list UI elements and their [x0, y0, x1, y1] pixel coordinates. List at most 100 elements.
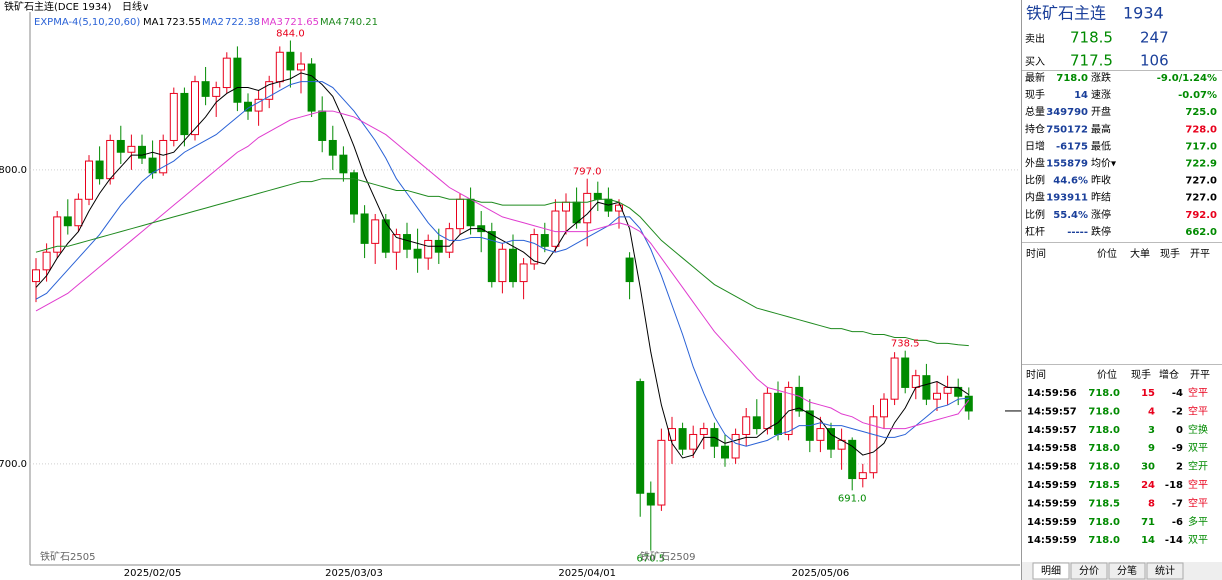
trade-oi: -6 [1172, 517, 1183, 528]
ma-line [35, 72, 970, 459]
trade-oi: -9 [1172, 443, 1183, 454]
tab[interactable] [1032, 562, 1070, 580]
ask-volume: 247 [1140, 29, 1169, 47]
stat-label: 杠杆 [1025, 225, 1045, 238]
ma-line [35, 110, 970, 430]
candle-body [180, 92, 189, 136]
candle-body [551, 210, 560, 247]
trade-oi: -4 [1172, 388, 1183, 399]
candle-body [816, 428, 825, 441]
tab-label[interactable]: 分价 [1079, 565, 1099, 577]
stat-label: 持仓 [1025, 122, 1045, 135]
candle-body [201, 81, 210, 97]
tab-label[interactable]: 分笔 [1117, 564, 1137, 577]
column-header: 时间 [1026, 247, 1046, 260]
candle-body [827, 428, 835, 450]
candle-body [159, 139, 168, 174]
price-annotation: 797.0 [573, 167, 602, 178]
bid-label: 买入 [1025, 56, 1045, 68]
tab-label[interactable]: 明细 [1041, 564, 1061, 577]
trade-qty: 30 [1141, 462, 1155, 473]
candle-body [625, 257, 634, 283]
trade-price: 718.0 [1088, 535, 1120, 546]
y-tick-label: 800.0 [0, 165, 27, 176]
trade-time: 14:59:59 [1027, 498, 1077, 509]
trade-type: 空平 [1188, 496, 1208, 509]
candle-body [498, 248, 507, 283]
candle-body [466, 198, 475, 227]
ma-line [35, 178, 969, 347]
stat-value: 792.0 [1185, 210, 1217, 221]
candle-body [689, 433, 698, 450]
trade-qty: 71 [1141, 517, 1155, 528]
candle-body [254, 98, 263, 112]
price-annotation: 691.0 [838, 493, 867, 504]
stat-label: 涨停 [1091, 208, 1111, 221]
legend-name: MA2 [202, 17, 224, 28]
candle-body [371, 219, 380, 244]
panel-code: 1934 [1123, 4, 1164, 23]
trade-time: 14:59:59 [1027, 480, 1077, 491]
candle-body [774, 392, 782, 435]
trade-price: 718.0 [1088, 462, 1120, 473]
candle-body [424, 239, 433, 259]
tab[interactable] [1070, 562, 1108, 580]
candle-body [297, 63, 305, 71]
trade-oi: -18 [1165, 480, 1183, 491]
stat-value: 728.0 [1185, 124, 1217, 135]
stat-label: 最新 [1025, 71, 1045, 84]
stat-value: 44.6% [1053, 176, 1088, 187]
stat-value: 193911 [1046, 193, 1088, 204]
candle-body [678, 428, 687, 450]
candle-body [53, 216, 62, 253]
period-selector[interactable]: 日线∨ [122, 0, 149, 13]
candle-body [307, 63, 316, 112]
stat-value: 14 [1074, 90, 1088, 101]
trade-type: 空平 [1188, 404, 1208, 417]
candle-body [456, 198, 464, 230]
candle-body [42, 251, 51, 271]
stat-label: 速涨 [1091, 89, 1111, 101]
trade-price: 718.0 [1088, 517, 1120, 528]
stat-label: 涨跌 [1091, 71, 1111, 84]
stat-label: 比例 [1025, 174, 1045, 187]
legend-name: MA3 [261, 17, 283, 28]
candle-body [519, 263, 528, 283]
trade-price: 718.0 [1088, 388, 1120, 399]
legend-value: 723.55 [166, 17, 201, 28]
tab[interactable] [1146, 562, 1184, 580]
stat-value: -9.0/1.24% [1157, 73, 1217, 84]
candle-body [763, 392, 772, 430]
candle-body [275, 51, 284, 83]
candle-body [328, 139, 337, 156]
column-header: 开平 [1190, 249, 1210, 260]
x-tick-label: 2025/04/01 [558, 568, 616, 579]
candle-body [95, 160, 104, 180]
trade-price: 718.5 [1088, 498, 1120, 509]
candle-body [530, 234, 539, 265]
candle-body [540, 234, 549, 247]
stat-label: 日增 [1025, 139, 1045, 152]
contract-label: 铁矿石2505 [40, 550, 95, 563]
legend-name: MA1 [143, 17, 165, 28]
stat-value: 727.0 [1185, 193, 1217, 204]
candle-body [699, 428, 708, 435]
candle-body [742, 416, 751, 435]
candle-body [615, 204, 623, 212]
tab-label[interactable]: 统计 [1155, 564, 1175, 577]
stat-value: 722.9 [1185, 159, 1217, 170]
candle-body [138, 145, 146, 159]
ask-price: 718.5 [1070, 29, 1113, 47]
x-tick-label: 2025/05/06 [792, 568, 850, 579]
candle-body [318, 110, 327, 141]
candle-body [731, 433, 740, 459]
stat-label: 均价▾ [1091, 158, 1116, 170]
trade-price: 718.0 [1088, 406, 1120, 417]
tab[interactable] [1108, 562, 1146, 580]
candle-body [403, 234, 411, 250]
bid-price: 717.5 [1070, 52, 1113, 70]
trade-type: 双平 [1188, 534, 1208, 546]
candle-body [668, 428, 676, 441]
